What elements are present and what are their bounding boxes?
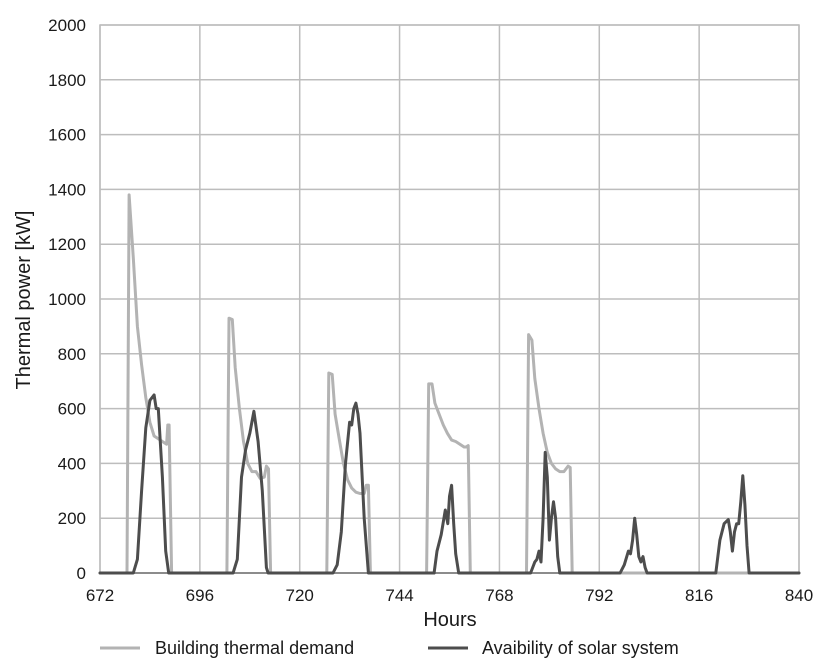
legend-label-building-thermal-demand: Building thermal demand (155, 638, 354, 658)
x-tick-labels: 672 696 720 744 768 792 816 840 (86, 586, 813, 605)
y-tick-labels: 0 200 400 600 800 1000 1200 1400 1600 1800 2000 (48, 16, 86, 583)
building-thermal-demand-line (98, 193, 801, 575)
y-tick-label: 1400 (48, 180, 86, 199)
y-tick-label: 1000 (48, 290, 86, 309)
x-tick-label: 816 (685, 586, 713, 605)
y-tick-label: 400 (58, 454, 86, 473)
y-tick-label: 1600 (48, 126, 86, 145)
series-lines (98, 193, 801, 575)
y-tick-label: 1800 (48, 71, 86, 90)
y-tick-label: 2000 (48, 16, 86, 35)
x-tick-label: 720 (286, 586, 314, 605)
x-tick-label: 768 (485, 586, 513, 605)
y-tick-label: 800 (58, 345, 86, 364)
x-tick-label: 744 (385, 586, 413, 605)
y-tick-label: 1200 (48, 235, 86, 254)
x-tick-label: 696 (186, 586, 214, 605)
x-tick-label: 672 (86, 586, 114, 605)
legend: Building thermal demand Avaibility of so… (100, 638, 679, 658)
y-axis-label: Thermal power [kW] (13, 211, 35, 390)
y-tick-label: 200 (58, 509, 86, 528)
legend-label-availability-of-solar-system: Avaibility of solar system (482, 638, 679, 658)
x-tick-label: 792 (585, 586, 613, 605)
availability-of-solar-system-line (98, 393, 801, 575)
x-axis-label: Hours (423, 609, 476, 631)
x-tick-label: 840 (785, 586, 813, 605)
y-tick-label: 0 (77, 564, 86, 583)
grid-lines (99, 24, 800, 574)
y-tick-label: 600 (58, 400, 86, 419)
